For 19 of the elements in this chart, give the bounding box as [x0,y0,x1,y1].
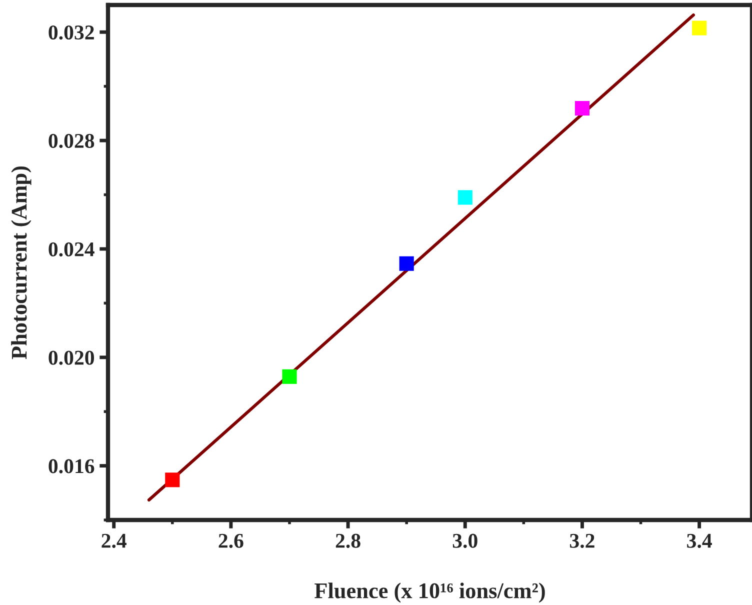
x-tick-label: 3.2 [570,534,594,548]
point [574,100,590,116]
x-tick-label: 2.8 [336,534,360,548]
x-tick-label: 3.4 [687,534,712,548]
y-tick-label: 0.028 [48,134,94,148]
point [282,369,297,384]
y-tick-label: 0.032 [48,25,94,40]
point [399,256,414,271]
x-axis-title: Fluence (x 10¹⁶ ions/cm²) [314,582,545,603]
x-tick-label: 2.4 [102,534,126,548]
x-tick-label: 2.6 [218,534,244,548]
y-tick-label: 0.024 [48,242,94,256]
y-axis-title: Photocurrent (Amp) [11,166,32,360]
point [458,190,472,205]
x-tick-label: 3.0 [452,534,478,548]
y-tick-label: 0.020 [48,350,94,365]
y-tick-label: 0.016 [48,459,94,474]
point [165,472,180,488]
point [692,20,707,36]
